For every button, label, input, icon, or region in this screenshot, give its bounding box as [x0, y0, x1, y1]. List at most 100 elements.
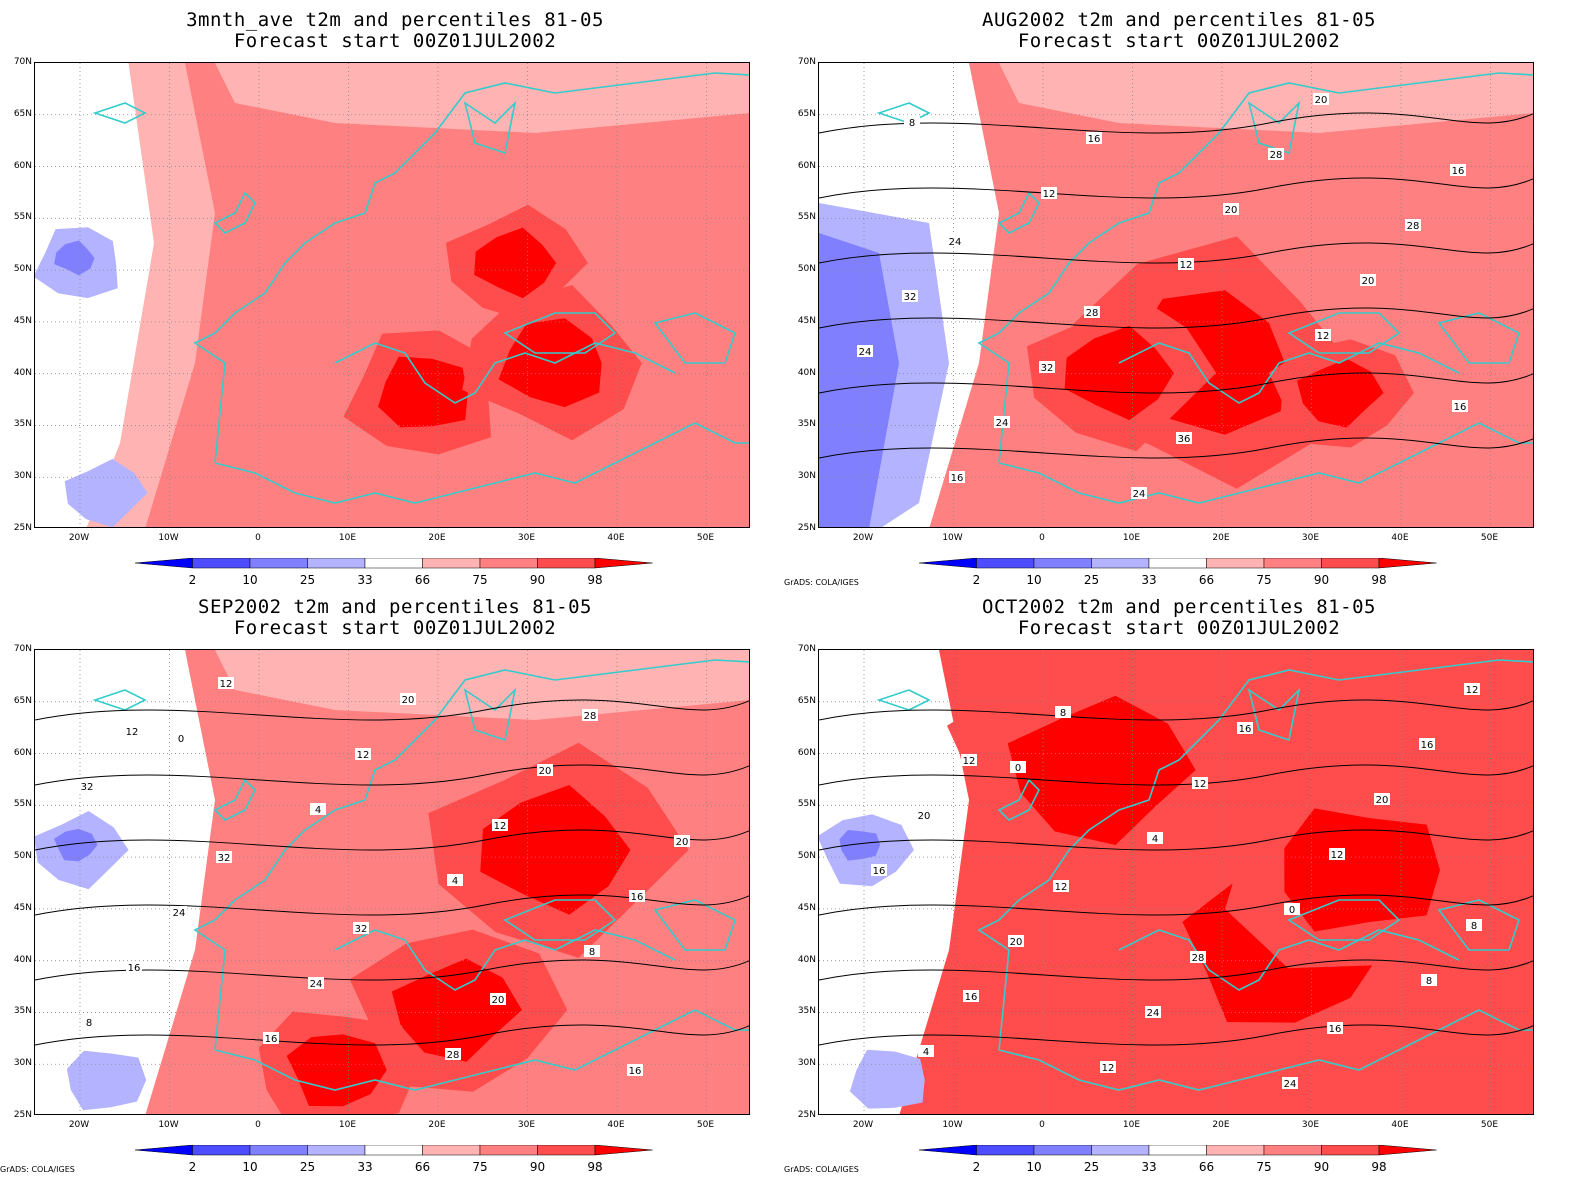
colorbar-label: 90 [1313, 573, 1330, 587]
lon-tick-label: 10E [1122, 533, 1141, 543]
colorbar: 2 10 25 33 66 75 90 98 [135, 558, 655, 588]
coastline [653, 312, 736, 364]
svg-text:28: 28 [1086, 308, 1099, 319]
lat-tick-label: 65N [797, 108, 816, 119]
svg-text:12: 12 [126, 727, 139, 738]
colorbar-label: 66 [414, 573, 431, 587]
isotherm-label: 16 [126, 961, 142, 974]
colorbar-label: 33 [357, 1160, 373, 1174]
svg-text:8: 8 [1426, 976, 1432, 987]
lat-tick-label: 40N [797, 367, 816, 378]
svg-text:12: 12 [1102, 1063, 1115, 1074]
coastline [1287, 899, 1401, 941]
lat-tick-label: 25N [13, 523, 32, 533]
isotherm-line [35, 764, 749, 786]
lat-tick-label: 45N [13, 315, 32, 326]
svg-text:8: 8 [1060, 708, 1066, 719]
isotherm-label: 32 [1039, 361, 1055, 374]
isotherm-line [819, 177, 1533, 199]
coastline [503, 312, 617, 354]
coastline [998, 422, 1533, 504]
map-panel-1: 3mnth_ave t2m and percentiles 81-05 Forec… [0, 0, 790, 590]
svg-text:24: 24 [996, 418, 1009, 429]
isotherm-label: 4 [310, 803, 326, 816]
grads-credit: GrADS: COLA/IGES [784, 578, 859, 587]
colorbar-swatch [479, 558, 538, 569]
isotherm-label: 0 [173, 732, 189, 745]
lat-tick-label: 35N [13, 419, 32, 430]
svg-text:8: 8 [1471, 921, 1477, 932]
colorbar-label: 10 [1026, 573, 1042, 587]
svg-text:4: 4 [452, 876, 458, 887]
coastline [1247, 687, 1301, 742]
colorbar-swatch [1321, 1145, 1380, 1156]
isotherm-line [819, 699, 1533, 721]
svg-text:4: 4 [923, 1047, 929, 1058]
colorbar-swatch [594, 558, 653, 569]
isotherm-label: 16 [1450, 164, 1466, 177]
colorbar-swatch [135, 558, 193, 569]
lon-tick-label: 20W [68, 1120, 90, 1130]
isotherm-line [819, 112, 1533, 134]
colorbar-label: 33 [357, 573, 373, 587]
lat-tick-label: 25N [797, 523, 816, 533]
svg-text:16: 16 [128, 963, 141, 974]
svg-text:12: 12 [1180, 260, 1193, 271]
lat-tick-label: 55N [13, 212, 32, 223]
svg-text:12: 12 [963, 756, 976, 767]
svg-text:12: 12 [220, 679, 233, 690]
colorbar-swatch [192, 1145, 251, 1156]
isotherm-label: 0 [1284, 903, 1300, 916]
shading-blue-2 [819, 233, 899, 527]
isotherm-label: 24 [857, 345, 873, 358]
colorbar-label: 98 [587, 573, 603, 587]
isotherm-label: 12 [1100, 1061, 1116, 1074]
isotherm-label: 8 [1466, 919, 1482, 932]
isotherm-label: 36 [1176, 432, 1192, 445]
lat-tick-label: 70N [797, 57, 816, 67]
lat-tick-label: 25N [13, 1110, 32, 1120]
lat-tick-label: 70N [797, 644, 816, 654]
svg-text:16: 16 [873, 866, 886, 877]
lon-tick-label: 50E [1480, 1120, 1499, 1130]
lat-tick-label: 40N [797, 954, 816, 965]
isotherm-label: 8 [904, 116, 920, 129]
isotherm-line [35, 959, 749, 981]
shading-hottest [480, 785, 631, 915]
panel-subtitle: Forecast start 00Z01JUL2002 [233, 617, 557, 639]
lon-tick-label: 30E [517, 533, 536, 543]
isotherm-line [819, 829, 1533, 851]
lat-tick-label: 30N [13, 1058, 32, 1069]
coastline [997, 191, 1040, 234]
colorbar-swatch [537, 558, 596, 569]
lon-tick-label: 0 [255, 533, 261, 543]
coastline [463, 687, 517, 742]
panel-title: AUG2002 t2m and percentiles 81-05 [982, 9, 1376, 31]
lat-tick-label: 40N [13, 954, 32, 965]
isotherm-label: 16 [1086, 132, 1102, 145]
colorbar-swatch [422, 1145, 481, 1156]
coastline [1437, 312, 1520, 364]
colorbar-swatch [919, 558, 977, 569]
svg-text:12: 12 [1331, 850, 1344, 861]
svg-text:20: 20 [1315, 95, 1328, 106]
shading-hottest [1007, 695, 1196, 845]
colorbar-swatch [1091, 558, 1150, 569]
isotherm-label: 8 [1055, 706, 1071, 719]
svg-text:32: 32 [81, 782, 94, 793]
isotherm-line [35, 894, 749, 916]
lat-tick-label: 55N [797, 799, 816, 810]
isotherm-label: 8 [1421, 974, 1437, 987]
svg-text:24: 24 [310, 979, 323, 990]
svg-text:24: 24 [1284, 1079, 1297, 1090]
svg-text:24: 24 [1147, 1008, 1160, 1019]
lat-tick-label: 55N [797, 212, 816, 223]
panel-subtitle: Forecast start 00Z01JUL2002 [1017, 30, 1341, 52]
svg-text:16: 16 [631, 892, 644, 903]
svg-text:12: 12 [1055, 882, 1068, 893]
lat-tick-label: 50N [797, 264, 816, 275]
svg-text:20: 20 [918, 811, 931, 822]
lon-tick-label: 50E [696, 1120, 715, 1130]
lon-tick-label: 10W [158, 1120, 179, 1130]
colorbar-swatch [976, 1145, 1035, 1156]
